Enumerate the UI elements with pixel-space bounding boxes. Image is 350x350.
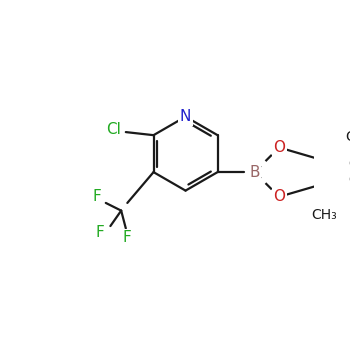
Text: B: B [249,164,260,180]
Text: F: F [123,230,132,245]
Text: CH₃: CH₃ [349,158,350,172]
Text: Cl: Cl [106,121,121,136]
Text: CH₃: CH₃ [311,208,337,222]
Text: CH₃: CH₃ [349,173,350,187]
Text: CH₃: CH₃ [345,130,350,144]
Text: N: N [180,109,191,124]
Text: F: F [95,225,104,240]
Text: F: F [92,189,101,204]
Text: O: O [273,189,285,204]
Text: O: O [273,140,285,155]
